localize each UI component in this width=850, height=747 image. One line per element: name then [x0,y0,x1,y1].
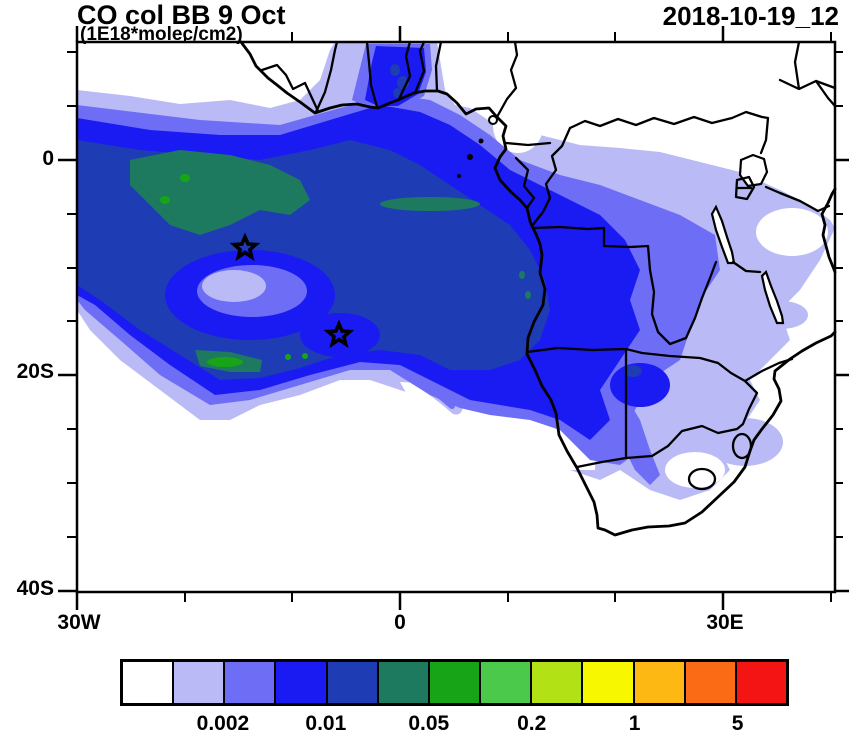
y-axis-tick-label: 20S [16,360,54,383]
colorbar-cell [734,662,787,703]
island-sao-tome [467,154,473,160]
botswana-patch-navy [624,365,642,377]
borders-southern-africa [525,346,794,469]
axis-ticks [58,26,849,610]
contour-level-0.05-streak [380,197,480,211]
colorbar-cells [120,659,789,706]
colorbar-cell [683,662,735,703]
islands [457,115,498,178]
colorbar-tick-label: 1 [628,712,641,735]
green-speck [285,354,291,360]
x-axis-tick-label: 0 [394,611,406,634]
borders-west-africa [260,40,519,119]
contour-level-0.1-core [207,357,243,367]
colorbar-cell [427,662,480,703]
contour-patch [707,418,783,466]
africa-coastline [239,40,837,537]
lake-tanganyika [710,204,736,265]
plot-frame [75,40,837,594]
colorbar-tick-label: 5 [731,712,744,735]
colorbar-tick-label: 0.01 [305,712,347,735]
lake-victoria [738,153,769,188]
colorbar-cell [376,662,428,703]
island-principe [478,138,484,144]
green-speck [160,196,170,204]
island-bioko [488,115,498,125]
contour-level-0.05-main [130,150,310,235]
ghana-patch-blue [365,46,426,106]
colorbar-cell [530,662,582,703]
plot-title: CO col BB 9 Oct [77,0,286,30]
y-axis-tick-label: 0 [42,147,54,170]
clean-air-gabon [493,99,543,153]
plot-datetime: 2018-10-19_12 [662,1,839,31]
hole-blue-ring [300,313,380,357]
lake-malawi [760,269,785,325]
colorbar-tick-label: 0.05 [408,712,450,735]
contour-fills [77,42,835,500]
colorbar-cell [223,662,275,703]
namibia-offshore-tongue [600,390,660,485]
y-axis-tick-label: 40S [16,577,54,600]
colorbar-cell [479,662,531,703]
colorbar-cell [274,662,326,703]
plume-tail-inner [381,359,455,409]
colorbar-cell [172,662,224,703]
minor-ticks [67,32,843,602]
borders-east-africa [730,40,837,274]
major-ticks [58,26,849,610]
colorbar-cell [123,662,173,703]
border-eswatini [731,432,753,460]
borders-central-africa [504,115,734,346]
colorbar-tick-label: 0.002 [196,712,250,735]
star-marker-ascension [229,232,261,262]
green-speck [302,353,308,359]
contour-patch [735,250,779,274]
star-markers [229,232,355,349]
colorbar-tick-label: 0.2 [517,712,547,735]
coastlines [239,40,837,537]
colorbar-cell [325,662,377,703]
plot-units-subtitle: (1E18*molec/cm2) [80,24,243,45]
east-africa-coastline [820,187,837,274]
clean-air-nigeria [443,42,520,117]
star-marker-st-helena [323,319,355,349]
border-lesotho [687,467,717,491]
ghana-speck [390,64,400,76]
x-axis-tick-label: 30E [706,611,744,634]
green-speck [525,291,531,299]
colorbar-labels: 0.002 0.01 0.05 0.2 1 5 [120,712,789,738]
country-borders [260,40,837,491]
green-speck [519,271,525,279]
colorbar-cell [632,662,684,703]
island-annobon [457,174,461,178]
colorbar-cell [581,662,633,703]
green-speck [180,174,190,182]
hole-lavender [202,270,266,302]
clean-air-kenya [756,208,828,256]
ghana-speck [393,88,401,98]
x-axis-tick-label: 30W [57,611,101,634]
